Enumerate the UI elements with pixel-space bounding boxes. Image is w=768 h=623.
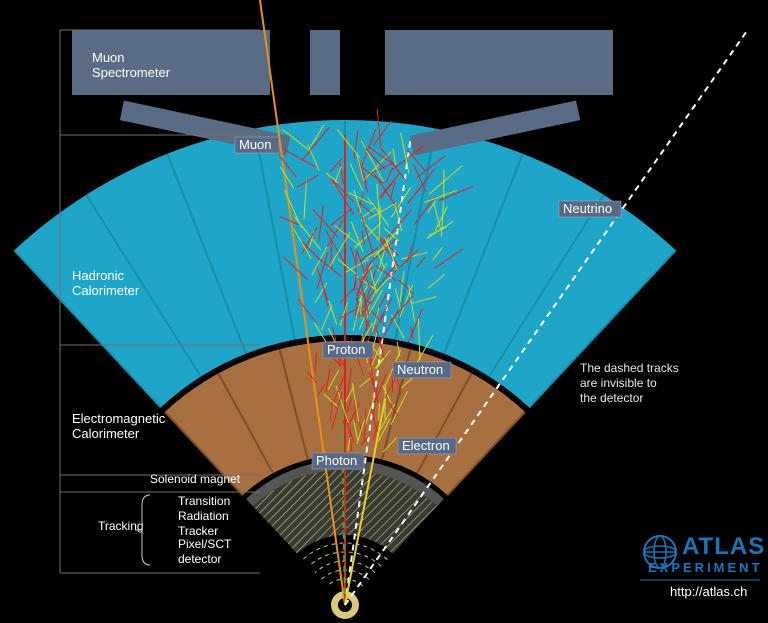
label: Solenoid magnet xyxy=(150,472,241,486)
label: Muon xyxy=(92,50,125,65)
label: Pixel/SCT xyxy=(178,537,232,551)
particle-label: Photon xyxy=(316,453,357,468)
label: Calorimeter xyxy=(72,426,140,441)
label: Calorimeter xyxy=(72,283,140,298)
particle-label: Neutron xyxy=(397,362,443,377)
label: Transition xyxy=(178,494,230,508)
logo-line2: EXPERIMENT xyxy=(648,560,763,575)
side-note: are invisible to xyxy=(580,376,657,390)
label: Electromagnetic xyxy=(72,411,166,426)
label: Hadronic xyxy=(72,268,125,283)
label: Tracking xyxy=(98,519,144,533)
label: Tracker xyxy=(178,524,218,538)
particle-label: Muon xyxy=(239,137,272,152)
label: Radiation xyxy=(178,509,229,523)
label: detector xyxy=(178,552,221,566)
particle-label: Proton xyxy=(327,342,365,357)
particle-label: Neutrino xyxy=(563,201,612,216)
logo-url: http://atlas.ch xyxy=(670,584,747,599)
logo-line1: ATLAS xyxy=(682,533,765,560)
particle-label: Electron xyxy=(402,438,450,453)
side-note: The dashed tracks xyxy=(580,361,679,375)
side-note: the detector xyxy=(580,391,643,405)
label: Spectrometer xyxy=(92,65,171,80)
